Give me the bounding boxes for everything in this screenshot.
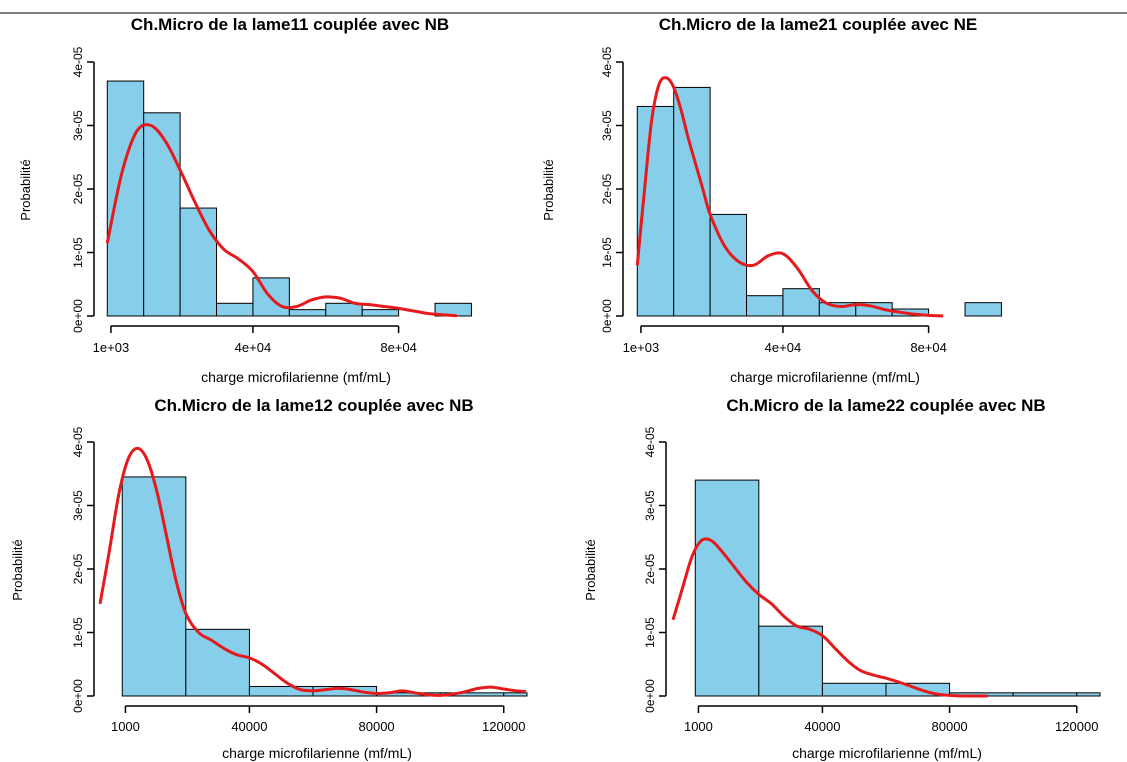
histogram-bar <box>746 295 784 317</box>
x-tick-label: 1000 <box>684 719 713 734</box>
x-tick-label: 1e+03 <box>93 340 130 355</box>
y-tick-label: 0e+00 <box>643 679 657 713</box>
histogram-bar <box>503 692 528 697</box>
y-tick-label: 3e-05 <box>71 490 85 521</box>
density-layer <box>105 123 458 318</box>
density-layer <box>635 76 944 318</box>
x-tick-label: 80000 <box>359 719 395 734</box>
y-tick-label: 4e-05 <box>71 46 85 77</box>
chart-title: Ch.Micro de la lame11 couplée avec NB <box>131 15 449 34</box>
histogram-bar <box>143 112 181 317</box>
histogram-bar <box>216 302 254 317</box>
x-axis-label: charge microfilarienne (mf/mL) <box>792 745 982 761</box>
histogram-bar <box>1076 692 1101 697</box>
x-tick-label: 4e+04 <box>765 340 802 355</box>
y-tick-label: 3e-05 <box>643 490 657 521</box>
histogram-bar <box>673 86 711 317</box>
y-axis-label: Probabilité <box>541 159 556 220</box>
x-tick-label: 80000 <box>932 719 968 734</box>
y-tick-label: 4e-05 <box>600 46 614 77</box>
x-axis-label: charge microfilarienne (mf/mL) <box>222 745 412 761</box>
axes-layer: 1e+03 4e+04 8e+04 0e+00 1e-05 2e-05 3e-05 4e-05 <box>71 46 417 355</box>
x-tick-label: 4e+04 <box>235 340 272 355</box>
bar-layer <box>106 80 472 317</box>
chart-title: Ch.Micro de la lame21 couplée avec NE <box>659 15 977 34</box>
y-tick-label: 3e-05 <box>600 110 614 141</box>
histogram-bar <box>758 625 823 697</box>
y-axis-label: Probabilité <box>18 159 33 220</box>
histogram-bar <box>288 309 327 317</box>
x-axis-label: charge microfilarienne (mf/mL) <box>730 369 920 385</box>
panel-lame21: Ch.Micro de la lame21 couplée avec NE Pr… <box>541 15 1002 385</box>
y-tick-label: 2e-05 <box>600 173 614 204</box>
bar-layer <box>636 86 1002 317</box>
density-curve <box>105 123 458 318</box>
bar-layer <box>694 479 1101 697</box>
y-tick-label: 0e+00 <box>71 679 85 713</box>
y-tick-label: 2e-05 <box>71 173 85 204</box>
histogram-bar <box>106 80 145 317</box>
panel-lame12: Ch.Micro de la lame12 couplée avec NB Pr… <box>10 396 528 761</box>
chart-title: Ch.Micro de la lame22 couplée avec NB <box>726 396 1045 415</box>
histogram-bar <box>1012 692 1078 697</box>
density-layer <box>671 537 988 698</box>
histogram-bar <box>361 309 400 317</box>
x-axis-label: charge microfilarienne (mf/mL) <box>201 369 391 385</box>
y-axis-label: Probabilité <box>583 539 598 600</box>
x-tick-label: 1e+03 <box>623 340 660 355</box>
y-tick-label: 2e-05 <box>643 553 657 584</box>
panel-lame22: Ch.Micro de la lame22 couplée avec NB Pr… <box>583 396 1101 761</box>
x-tick-label: 120000 <box>482 719 525 734</box>
y-axis-label: Probabilité <box>10 539 25 600</box>
density-curve <box>98 446 527 697</box>
x-tick-label: 8e+04 <box>380 340 417 355</box>
y-tick-label: 1e-05 <box>600 237 614 268</box>
histogram-bar <box>185 628 250 697</box>
x-tick-label: 1000 <box>111 719 140 734</box>
histogram-bar <box>325 302 363 317</box>
panel-lame11: Ch.Micro de la lame11 couplée avec NB Pr… <box>18 15 472 385</box>
x-tick-label: 120000 <box>1055 719 1098 734</box>
histogram-bar <box>179 207 218 317</box>
y-tick-label: 0e+00 <box>600 299 614 333</box>
y-tick-label: 1e-05 <box>71 617 85 648</box>
histogram-bar <box>121 476 187 697</box>
y-tick-label: 1e-05 <box>71 237 85 268</box>
y-tick-label: 1e-05 <box>643 617 657 648</box>
chart-title: Ch.Micro de la lame12 couplée avec NB <box>154 396 473 415</box>
axes-layer: 1000 40000 80000 120000 0e+00 1e-05 2e-05 3e-05… <box>643 426 1098 734</box>
x-tick-label: 8e+04 <box>910 340 947 355</box>
density-curve <box>635 76 944 318</box>
y-tick-label: 2e-05 <box>71 553 85 584</box>
y-tick-label: 4e-05 <box>71 426 85 457</box>
y-tick-label: 3e-05 <box>71 110 85 141</box>
histogram-bar <box>821 682 887 697</box>
axes-layer: 1e+03 4e+04 8e+04 0e+00 1e-05 2e-05 3e-05 4e-05 <box>600 46 947 355</box>
x-tick-label: 40000 <box>804 719 840 734</box>
density-layer <box>98 446 527 697</box>
y-tick-label: 0e+00 <box>71 299 85 333</box>
y-tick-label: 4e-05 <box>643 426 657 457</box>
axes-layer: 1000 40000 80000 120000 0e+00 1e-05 2e-05 3e-05… <box>71 426 525 734</box>
density-curve <box>671 537 988 698</box>
x-tick-label: 40000 <box>231 719 267 734</box>
histogram-bar <box>964 302 1002 317</box>
histogram-bar <box>694 479 760 697</box>
bar-layer <box>121 476 528 697</box>
